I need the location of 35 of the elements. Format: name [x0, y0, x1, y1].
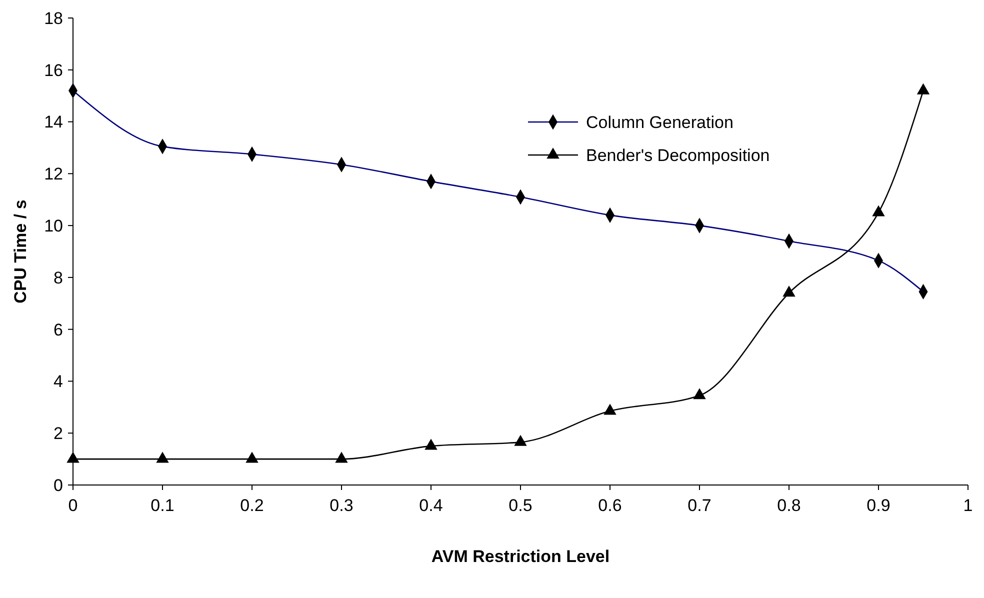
x-tick-label: 0.7	[688, 496, 712, 515]
y-tick-label: 4	[54, 372, 63, 392]
point	[604, 404, 616, 415]
point	[335, 452, 348, 463]
point	[66, 452, 80, 463]
y-tick-label: 2	[54, 424, 63, 444]
x-tick-label: 0.2	[240, 496, 264, 515]
y-tick-label: 8	[54, 268, 63, 288]
point	[872, 205, 885, 216]
legend-label: Column Generation	[586, 112, 734, 132]
y-tick-label: 18	[44, 8, 63, 28]
x-tick-label: 0.9	[866, 496, 890, 515]
y-tick-label: 14	[44, 112, 63, 132]
y-tick-label: 16	[44, 60, 63, 80]
point	[782, 286, 796, 297]
x-tick-label: 0.6	[598, 496, 622, 515]
y-tick-label: 12	[44, 164, 63, 184]
x-tick-label: 0.1	[150, 496, 174, 515]
legend-label: Bender's Decomposition	[586, 146, 770, 165]
y-tick-label: 6	[54, 320, 63, 340]
x-tick-label: 0.4	[419, 496, 443, 515]
point	[514, 434, 527, 446]
x-axis-title: AVM Restriction Level	[431, 547, 610, 566]
point	[424, 438, 438, 450]
x-tick-label: 1	[963, 496, 973, 515]
x-tick-label: 0.5	[508, 496, 532, 515]
x-tick-label: 0	[68, 496, 78, 515]
y-axis-title: CPU Time / s	[11, 200, 30, 304]
point	[246, 452, 258, 463]
y-tick-label: 10	[44, 216, 63, 236]
x-tick-label: 0.8	[777, 496, 801, 515]
y-tick-label: 0	[54, 476, 63, 495]
point	[156, 452, 169, 463]
x-tick-label: 0.3	[330, 496, 354, 515]
point	[693, 388, 706, 400]
